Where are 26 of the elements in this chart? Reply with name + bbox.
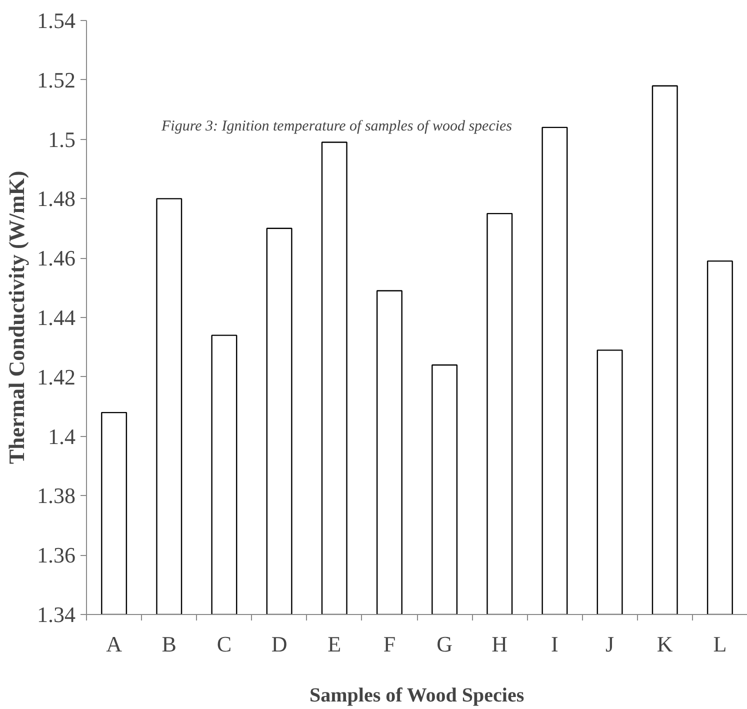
y-tick-label: 1.38: [37, 483, 76, 508]
x-tick-label: G: [436, 632, 453, 656]
y-tick-label: 1.52: [37, 67, 76, 92]
y-tick-label: 1.5: [48, 126, 76, 152]
x-tick-label: D: [271, 632, 288, 656]
x-tick-label: B: [162, 632, 176, 656]
x-tick-label: I: [551, 632, 558, 656]
y-tick-label: 1.4: [48, 424, 76, 449]
x-tick-label: E: [328, 632, 342, 656]
x-tick-label: A: [106, 632, 122, 656]
x-axis-title: Samples of Wood Species: [309, 684, 524, 706]
y-tick-label: 1.54: [37, 8, 76, 33]
y-axis-title: Thermal Conductivity (W/mK): [4, 170, 29, 464]
x-tick-label: K: [656, 632, 673, 656]
y-tick-label: 1.46: [37, 246, 76, 271]
x-tick-label: L: [713, 632, 727, 656]
y-tick-label: 1.44: [37, 305, 76, 330]
y-tick-label: 1.34: [37, 602, 76, 627]
x-tick-label: J: [606, 632, 615, 656]
x-tick-label: F: [383, 632, 396, 656]
y-tick-label: 1.36: [37, 542, 76, 568]
y-tick-label: 1.42: [37, 364, 76, 390]
y-tick-label: 1.48: [37, 186, 76, 212]
annotation: Figure 3: Ignition temperature of samples of wood species: [160, 118, 512, 134]
x-tick-label: C: [216, 632, 232, 656]
x-tick-label: H: [492, 632, 508, 656]
